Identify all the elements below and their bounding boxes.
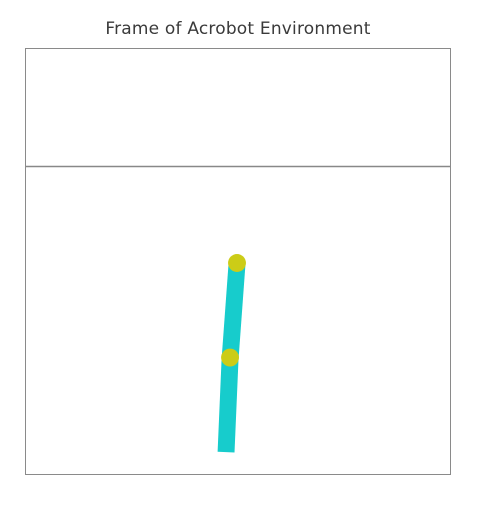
acrobot-joint-tip	[228, 254, 246, 272]
acrobot-link-lower	[217, 359, 239, 453]
acrobot-joint-middle	[221, 348, 239, 367]
acrobot-scene	[26, 165, 450, 453]
acrobot-link-upper	[221, 263, 246, 361]
acrobot-frame	[25, 48, 451, 475]
figure-title: Frame of Acrobot Environment	[105, 19, 371, 39]
